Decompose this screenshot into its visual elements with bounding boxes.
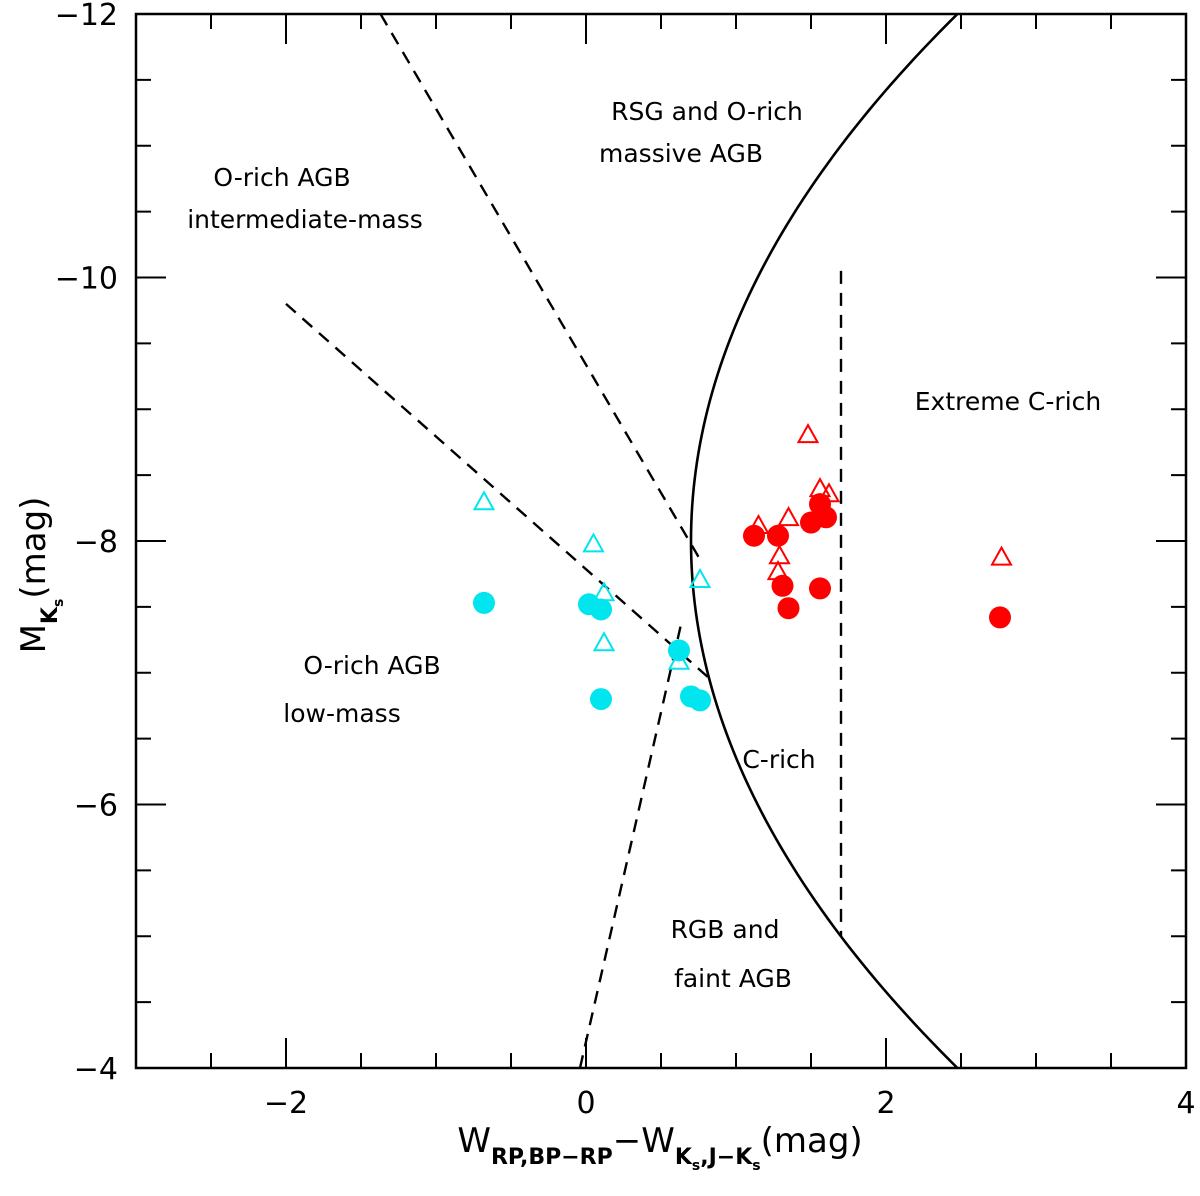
c-rich-curve xyxy=(689,13,959,1069)
y-axis-label-unit: (mag) xyxy=(14,497,54,599)
filled-circle-marker xyxy=(473,591,495,614)
filled-circle-marker xyxy=(809,577,831,600)
o-rich-intermediate-label-line-1: O-rich AGB xyxy=(213,163,350,192)
open-triangle-marker xyxy=(808,477,832,498)
open-triangle-marker xyxy=(777,506,800,527)
x-tick-label: 2 xyxy=(876,1086,895,1121)
open-triangle-marker xyxy=(766,560,790,581)
rgb-label-line-1: RGB and xyxy=(671,915,780,944)
x-axis-label-sub2d: s xyxy=(752,1158,760,1174)
open-triangle-marker xyxy=(747,513,770,534)
x-axis-label-minus: −W xyxy=(613,1121,675,1161)
open-triangle-marker xyxy=(667,649,691,670)
filled-circle-marker xyxy=(809,493,831,516)
o-rich-low-mass-label-line-1: O-rich AGB xyxy=(303,651,440,680)
rsg-label-line-1: RSG and O-rich xyxy=(611,97,803,126)
filled-circle-marker xyxy=(989,606,1011,629)
o-rich-intermediate-label-line-2: intermediate-mass xyxy=(187,205,423,234)
x-axis-label-sub1: RP,BP−RP xyxy=(491,1145,613,1170)
filled-circle-marker xyxy=(590,688,612,711)
o-rich-low-mass-boundary xyxy=(285,302,710,679)
filled-circle-marker xyxy=(777,597,800,620)
filled-circle-marker xyxy=(689,689,711,712)
x-tick-label: 4 xyxy=(1176,1086,1195,1121)
plot-frame xyxy=(134,12,1188,1070)
filled-circle-marker xyxy=(590,598,612,621)
c-rich-label: C-rich xyxy=(742,745,815,774)
rgb-boundary xyxy=(578,626,682,1069)
y-axis-label-main: M xyxy=(14,624,54,653)
x-axis-label-sub2a: K xyxy=(675,1145,693,1170)
open-triangle-marker xyxy=(688,567,712,588)
x-axis-label-main: W xyxy=(457,1121,491,1161)
y-tick-label: −10 xyxy=(55,262,118,297)
open-triangle-marker xyxy=(592,631,616,652)
x-axis-label: WRP,BP−RP−WKs,J−Ks(mag) xyxy=(457,1121,862,1174)
y-axis-label: MKs(mag) xyxy=(14,497,67,654)
open-triangle-marker xyxy=(796,423,820,444)
filled-circle-marker xyxy=(771,574,794,597)
open-triangle-marker xyxy=(817,482,841,503)
rgb-label-line-2: faint AGB xyxy=(674,964,792,993)
x-tick-label: 0 xyxy=(576,1086,595,1121)
open-triangle-marker xyxy=(768,544,791,565)
y-tick-label: −8 xyxy=(74,525,118,560)
filled-circle-marker xyxy=(743,524,765,547)
o-rich-low-mass-label-line-2: low-mass xyxy=(283,699,400,728)
data-markers xyxy=(472,423,1013,712)
boundary-lines xyxy=(285,13,959,1069)
y-tick-label: −12 xyxy=(55,0,118,33)
y-axis-label-subsub: s xyxy=(51,599,67,607)
open-triangle-marker xyxy=(582,532,605,553)
x-axis-label-sub2b: s xyxy=(692,1158,700,1174)
y-axis-label-sub: K xyxy=(38,606,63,624)
o-rich-intermediate-boundary xyxy=(379,13,700,558)
open-triangle-marker xyxy=(990,545,1013,566)
open-triangle-marker xyxy=(592,581,616,602)
x-axis-label-unit: (mag) xyxy=(761,1121,863,1161)
x-axis-label-sub2c: ,J−K xyxy=(700,1145,753,1170)
filled-circle-marker xyxy=(767,524,789,547)
x-tick-label: −2 xyxy=(264,1086,308,1121)
rsg-label-line-2: massive AGB xyxy=(599,139,763,168)
y-tick-label: −4 xyxy=(74,1052,118,1087)
open-triangle-marker xyxy=(472,490,496,511)
tick-labels: −2 0 2 4 −4 −6 −8 −10 −12 xyxy=(55,0,1196,1121)
y-tick-label: −6 xyxy=(74,789,118,824)
extreme-c-rich-label: Extreme C-rich xyxy=(915,387,1101,416)
